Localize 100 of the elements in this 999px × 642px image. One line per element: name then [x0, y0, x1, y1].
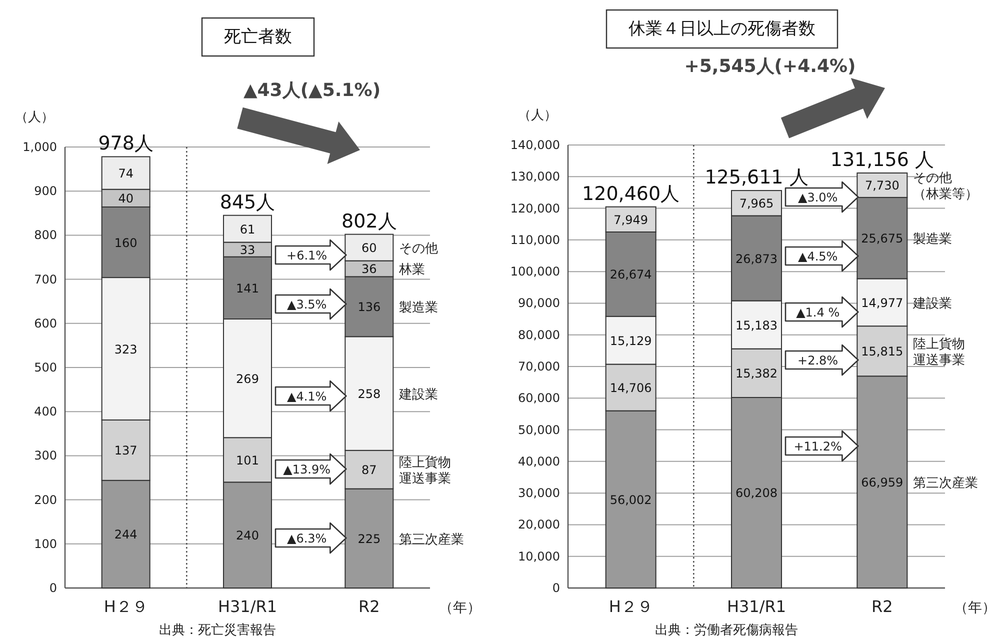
x-axis-title: （年）	[954, 600, 996, 616]
x-tick-label: R2	[358, 597, 380, 616]
total-label: 120,460人	[582, 182, 680, 205]
annotation: ▲3.5%	[286, 298, 327, 312]
data-label: 74	[118, 166, 134, 181]
annotation: ▲1.4 %	[796, 306, 840, 320]
annotation: +2.8%	[798, 354, 838, 368]
data-label: 101	[236, 453, 259, 468]
data-label: 137	[114, 444, 138, 458]
source-note: 出典：労働者死傷病報告	[655, 623, 798, 638]
y-tick-label: 800	[34, 228, 57, 242]
x-tick-label: H２９	[104, 597, 148, 616]
chart-title: 死亡者数	[224, 27, 292, 47]
y-tick-label: 20,000	[518, 518, 560, 532]
annotation: ▲13.9%	[283, 462, 331, 476]
series-label: 建設業	[398, 388, 438, 403]
y-tick-label: 30,000	[518, 486, 560, 500]
series-label: 製造業	[913, 232, 952, 248]
x-axis-title: （年）	[439, 600, 481, 616]
data-label: 7,965	[739, 196, 774, 211]
data-label: 66,959	[861, 476, 904, 490]
total-label: 802人	[342, 210, 397, 232]
y-tick-label: 140,000	[510, 138, 560, 152]
series-label: その他	[399, 242, 438, 257]
data-label: 14,706	[610, 381, 652, 396]
chart-subtitle: +5,545人(+4.4%)	[684, 56, 856, 77]
y-tick-label: 110,000	[510, 232, 560, 247]
y-tick-label: 130,000	[510, 170, 560, 184]
x-tick-label: H31/R1	[218, 597, 278, 616]
y-tick-label: 90,000	[518, 296, 560, 310]
data-label: 60,208	[736, 486, 778, 500]
series-label: その他（林業等）	[913, 171, 978, 202]
series-label: 建設業	[912, 296, 952, 312]
y-tick-label: 70,000	[518, 360, 560, 374]
series-label: 製造業	[399, 300, 438, 316]
data-label: 7,949	[614, 212, 648, 227]
data-label: 26,873	[736, 252, 778, 266]
data-label: 15,382	[736, 366, 778, 381]
data-label: 258	[358, 387, 381, 402]
y-tick-label: 200	[34, 492, 57, 507]
annotation: +6.1%	[286, 248, 328, 262]
data-label: 15,815	[861, 344, 904, 359]
y-tick-label: 10,000	[518, 549, 560, 564]
annotation: ▲3.0%	[798, 190, 838, 204]
data-label: 240	[236, 528, 259, 543]
series-label: 第三次産業	[399, 531, 464, 548]
y-tick-label: 1,000	[22, 140, 57, 154]
data-label: 33	[240, 243, 256, 258]
data-label: 36	[362, 262, 377, 276]
data-label: 7,730	[864, 178, 900, 193]
data-label: 141	[236, 281, 259, 296]
y-tick-label: 80,000	[518, 328, 560, 342]
y-axis-title: （人）	[518, 108, 557, 123]
y-tick-label: 600	[34, 316, 57, 330]
annotation: ▲4.5%	[798, 250, 838, 264]
y-axis-title: （人）	[15, 110, 54, 125]
data-label: 225	[358, 532, 381, 546]
chart-title: 休業４日以上の死傷者数	[628, 19, 816, 39]
series-label: 陸上貨物運送事業	[913, 337, 966, 368]
total-label: 131,156 人	[830, 148, 934, 171]
data-label: 87	[362, 463, 377, 478]
y-tick-label: 100,000	[510, 264, 560, 279]
x-tick-label: H31/R1	[726, 597, 786, 616]
data-label: 60	[362, 241, 377, 256]
y-tick-label: 900	[34, 184, 57, 198]
total-label: 845人	[220, 191, 276, 214]
data-label: 160	[114, 236, 138, 250]
total-label: 125,611 人	[704, 166, 808, 189]
x-tick-label: H２９	[608, 597, 653, 616]
y-tick-label: 60,000	[518, 391, 560, 406]
data-label: 14,977	[861, 296, 904, 310]
y-tick-label: 0	[552, 581, 560, 595]
data-label: 15,129	[610, 334, 652, 348]
annotation: ▲6.3%	[286, 532, 327, 546]
data-label: 26,674	[610, 268, 652, 282]
y-tick-label: 700	[34, 272, 57, 286]
annotation: +11.2%	[794, 440, 842, 454]
y-tick-label: 100	[34, 536, 57, 551]
series-label: 陸上貨物運送事業	[399, 456, 452, 487]
series-label: 第三次産業	[913, 475, 978, 492]
y-tick-label: 50,000	[518, 422, 560, 437]
annotation: ▲4.1%	[286, 390, 327, 404]
chart-subtitle: ▲43人(▲5.1%)	[243, 80, 381, 101]
y-tick-label: 400	[34, 404, 57, 419]
data-label: 323	[114, 342, 138, 356]
data-label: 269	[236, 372, 259, 386]
source-note: 出典：死亡災害報告	[159, 622, 276, 638]
data-label: 40	[118, 192, 134, 206]
y-tick-label: 0	[49, 581, 57, 595]
data-label: 25,675	[861, 232, 904, 246]
y-tick-label: 500	[34, 360, 57, 374]
y-tick-label: 120,000	[510, 201, 560, 216]
y-tick-label: 40,000	[518, 454, 560, 468]
data-label: 61	[240, 222, 256, 236]
x-tick-label: R2	[872, 597, 893, 616]
series-label: 林業	[398, 262, 426, 278]
data-label: 15,183	[736, 318, 778, 332]
data-label: 136	[358, 300, 381, 314]
y-tick-label: 300	[34, 448, 57, 463]
data-label: 244	[114, 528, 138, 542]
